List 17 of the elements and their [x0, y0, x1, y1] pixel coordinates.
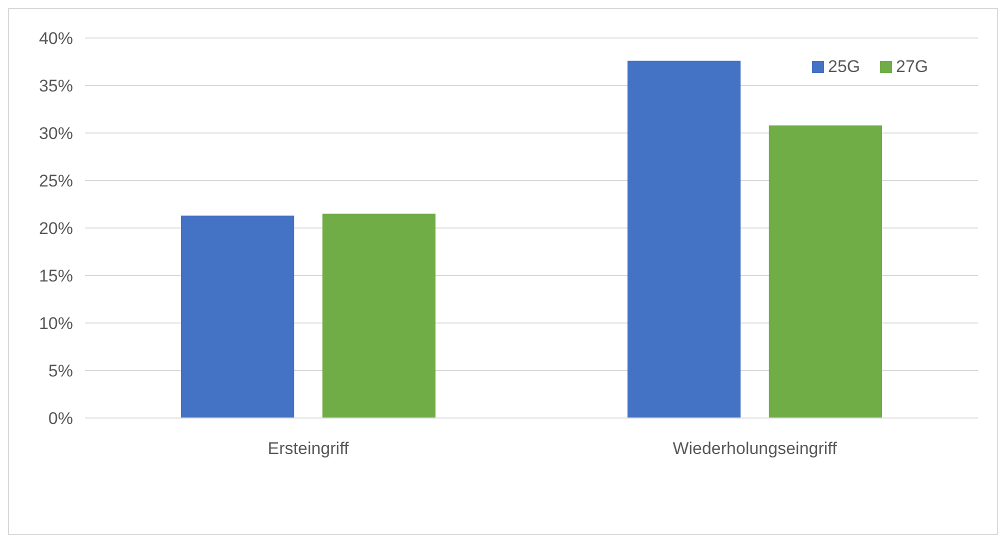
y-tick-label: 40%: [38, 28, 73, 48]
y-tick-label: 0%: [48, 408, 73, 428]
y-tick-label: 20%: [38, 218, 73, 238]
x-tick-label: Ersteingriff: [268, 439, 349, 458]
x-tick-label: Wiederholungseingriff: [672, 439, 838, 458]
y-tick-label: 25%: [38, 171, 73, 190]
y-tick-label: 15%: [38, 266, 73, 286]
y-tick-label: 35%: [38, 76, 73, 96]
y-tick-label: 5%: [48, 361, 73, 380]
bar: [768, 125, 882, 418]
legend-label: 27G: [896, 57, 928, 76]
bar: [180, 216, 294, 418]
bar: [627, 60, 741, 418]
legend-label: 25G: [828, 57, 860, 76]
y-tick-label: 30%: [38, 124, 73, 143]
bar: [322, 214, 436, 418]
y-tick-label: 10%: [38, 314, 73, 333]
